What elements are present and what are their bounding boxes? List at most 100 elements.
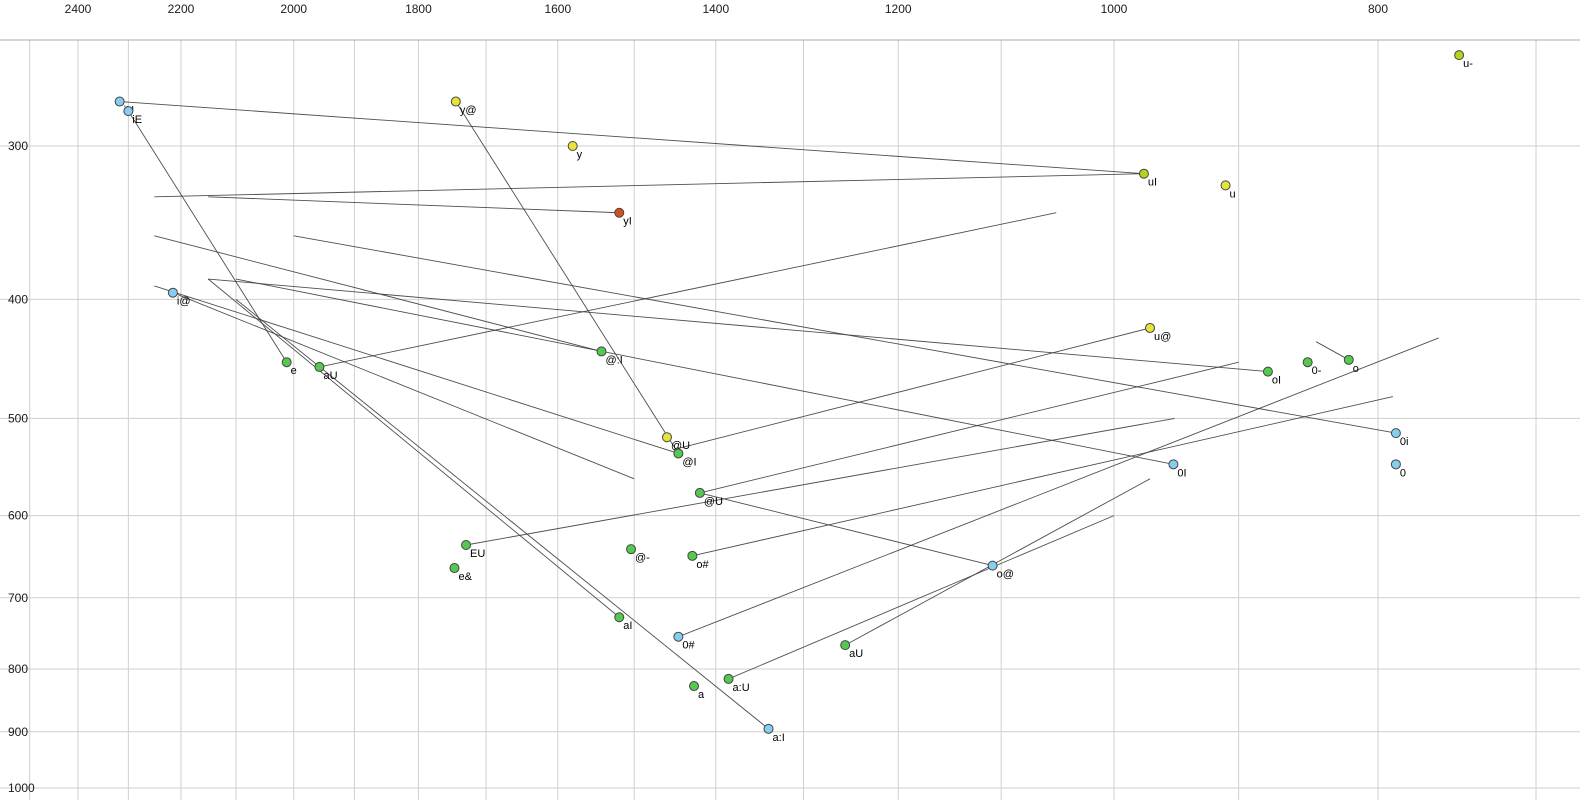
point-label: a:U bbox=[733, 682, 750, 694]
point-label: @U bbox=[704, 496, 723, 508]
trajectory-line bbox=[119, 101, 1144, 175]
data-point bbox=[1390, 459, 1401, 470]
point-label: 0 bbox=[1400, 467, 1406, 479]
point-label: aU bbox=[849, 648, 863, 660]
trajectory-line bbox=[692, 396, 1393, 557]
trajectory-line bbox=[699, 361, 1239, 494]
data-point bbox=[987, 560, 998, 571]
data-point bbox=[167, 287, 178, 298]
point-label: u@ bbox=[1154, 331, 1171, 343]
x-tick-label: 1400 bbox=[702, 2, 729, 16]
trajectory-line bbox=[674, 327, 1151, 450]
data-point bbox=[114, 96, 125, 107]
data-point bbox=[614, 612, 625, 623]
point-label: e& bbox=[458, 571, 472, 583]
data-point bbox=[1145, 322, 1156, 333]
data-point bbox=[314, 361, 325, 372]
point-label: 0# bbox=[682, 640, 695, 652]
point-label: o# bbox=[696, 559, 709, 571]
data-point bbox=[450, 96, 461, 107]
trajectory-line bbox=[235, 299, 769, 730]
trajectory-line bbox=[127, 110, 288, 363]
data-point bbox=[449, 563, 460, 574]
point-label: a bbox=[698, 689, 705, 701]
data-point bbox=[723, 673, 734, 684]
point-label: a:I bbox=[773, 732, 785, 744]
data-point bbox=[1168, 459, 1179, 470]
point-label: @I bbox=[682, 456, 696, 468]
point-label: iE bbox=[132, 114, 142, 126]
data-point bbox=[1220, 180, 1231, 191]
trajectory-line bbox=[172, 292, 635, 480]
trajectory-line bbox=[678, 337, 1439, 638]
data-point bbox=[123, 106, 134, 117]
point-label: @:I bbox=[605, 354, 622, 366]
y-tick-label: 600 bbox=[8, 509, 28, 523]
trajectory-line bbox=[699, 492, 993, 567]
trajectory-line bbox=[455, 101, 679, 454]
trajectory-line bbox=[208, 278, 1268, 373]
data-point bbox=[1390, 428, 1401, 439]
x-tick-label: 2400 bbox=[65, 2, 92, 16]
x-tick-label: 2200 bbox=[168, 2, 195, 16]
y-tick-label: 700 bbox=[8, 591, 28, 605]
point-label: 0- bbox=[1312, 365, 1322, 377]
data-point bbox=[673, 448, 684, 459]
data-point bbox=[1262, 366, 1273, 377]
trajectory-line bbox=[154, 235, 602, 352]
data-point bbox=[687, 550, 698, 561]
y-tick-label: 800 bbox=[8, 662, 28, 676]
data-point bbox=[461, 539, 472, 550]
trajectory-line bbox=[207, 278, 620, 618]
trajectory-line bbox=[1315, 341, 1350, 361]
data-point bbox=[763, 723, 774, 734]
data-point bbox=[1454, 50, 1465, 61]
trajectory-line bbox=[154, 173, 1144, 198]
point-label: @- bbox=[635, 552, 650, 564]
point-label: u bbox=[1230, 188, 1236, 200]
point-label: aU bbox=[323, 370, 337, 382]
data-point bbox=[626, 544, 637, 555]
data-point bbox=[614, 207, 625, 218]
point-label: y bbox=[577, 149, 583, 161]
data-point bbox=[281, 357, 292, 368]
x-tick-label: 2000 bbox=[280, 2, 307, 16]
point-label: o bbox=[1353, 363, 1359, 375]
trajectory-line bbox=[235, 278, 1174, 465]
point-label: yI bbox=[623, 216, 632, 228]
data-point bbox=[840, 640, 851, 651]
data-point bbox=[1138, 168, 1149, 179]
point-label: i@ bbox=[177, 296, 191, 308]
data-point bbox=[1343, 354, 1354, 365]
data-point bbox=[694, 487, 705, 498]
x-tick-label: 800 bbox=[1368, 2, 1388, 16]
trajectory-line bbox=[293, 235, 1396, 434]
point-label: 0i bbox=[1400, 436, 1409, 448]
trajectory-line bbox=[154, 285, 679, 454]
x-tick-label: 1600 bbox=[544, 2, 571, 16]
y-tick-label: 1000 bbox=[8, 781, 35, 795]
point-label: u- bbox=[1463, 58, 1473, 70]
point-label: y@ bbox=[460, 105, 477, 117]
trajectory-line bbox=[844, 478, 1151, 646]
trajectory-line bbox=[208, 196, 620, 214]
point-label: EU bbox=[470, 548, 485, 560]
x-tick-label: 1800 bbox=[405, 2, 432, 16]
x-tick-label: 1000 bbox=[1101, 2, 1128, 16]
point-label: o@ bbox=[997, 569, 1014, 581]
y-tick-label: 400 bbox=[8, 292, 28, 306]
data-point bbox=[689, 681, 700, 692]
point-label: aI bbox=[623, 620, 632, 632]
data-point bbox=[1302, 357, 1313, 368]
data-point bbox=[673, 631, 684, 642]
point-label: uI bbox=[1148, 177, 1157, 189]
point-label: 0I bbox=[1177, 467, 1186, 479]
data-point bbox=[596, 346, 607, 357]
y-tick-label: 500 bbox=[8, 411, 28, 425]
data-point bbox=[661, 432, 672, 443]
trajectory-line bbox=[728, 515, 1115, 680]
y-tick-label: 900 bbox=[8, 725, 28, 739]
point-label: oI bbox=[1272, 375, 1281, 387]
